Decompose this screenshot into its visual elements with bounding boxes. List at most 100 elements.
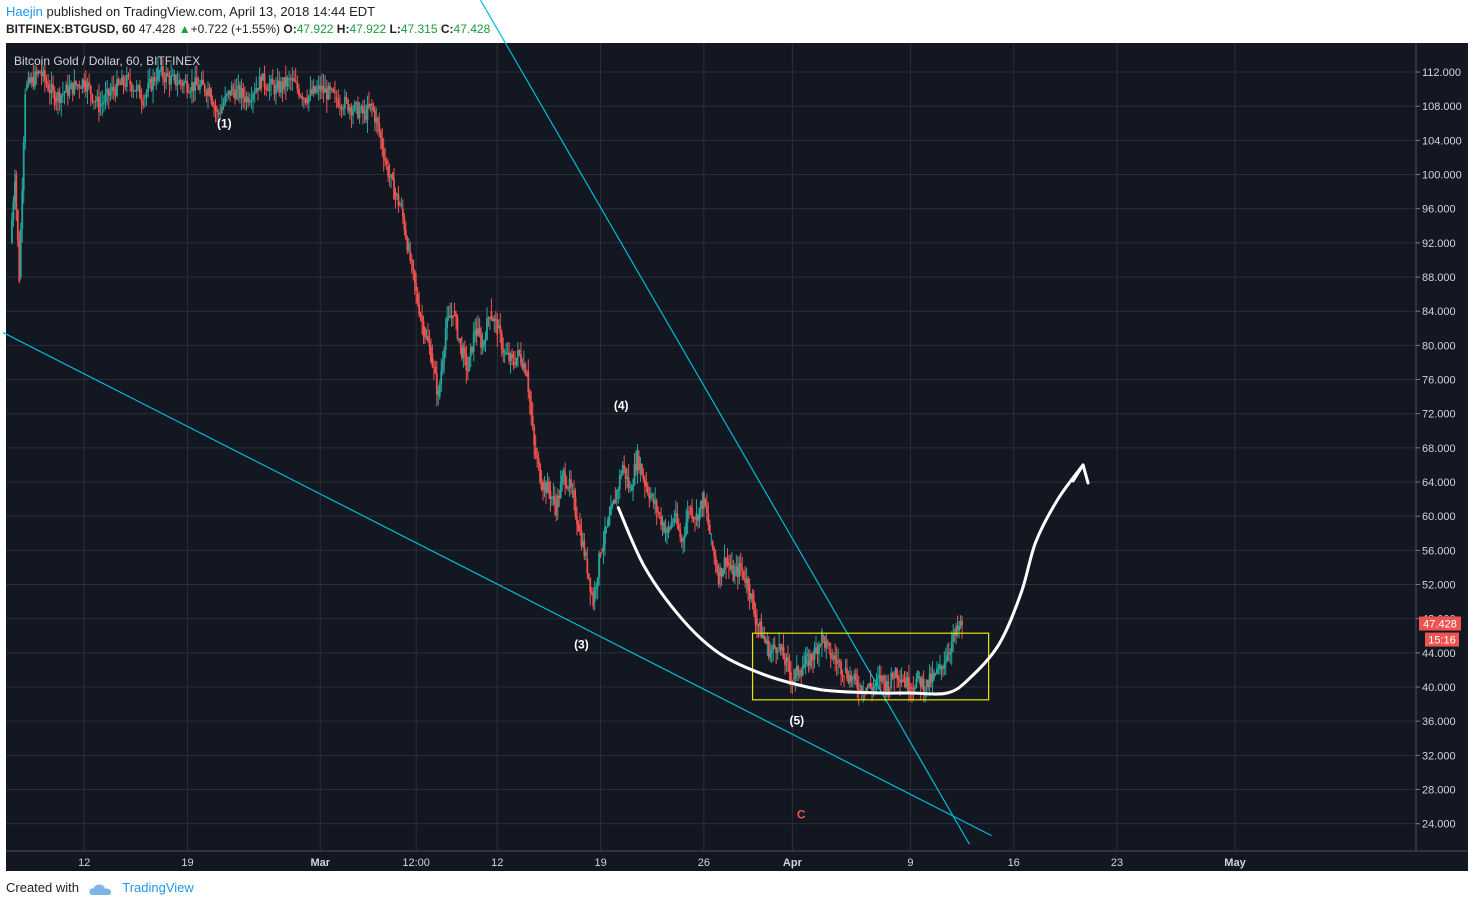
candle-body [52,84,54,91]
candle-body [208,88,211,96]
candle-body [919,676,922,688]
candle-body [487,318,490,320]
candle-body [234,90,236,99]
tradingview-cloud-icon [89,884,111,895]
candle-body [116,79,118,96]
high-label: H: [336,22,350,36]
candle-body [856,679,859,689]
candle-body [253,92,256,95]
candle-body [688,511,691,513]
candle-body [375,118,378,123]
candle-body [343,96,346,109]
candle-body [127,74,130,76]
candle-body [400,204,403,206]
candle-body [496,319,499,335]
candle-body [199,84,201,90]
x-tick-label: 23 [1111,857,1123,869]
candle-body [55,97,58,102]
candle-body [872,687,875,691]
candle-body [30,77,33,83]
candle-body [689,507,692,509]
candle-body [956,626,959,631]
candle-body [651,494,654,496]
y-tick-label: 32.000 [1422,750,1456,762]
candle-body [881,675,884,679]
candle-body [21,190,24,230]
trendline [479,0,970,845]
candle-body [629,487,631,489]
candle-body [213,105,215,107]
candle-body [841,674,844,676]
y-tick-label: 72.000 [1422,409,1456,421]
x-tick-label: 19 [181,857,193,869]
candle-body [270,78,272,85]
author-link[interactable]: Haejin [6,4,43,19]
candle-body [576,516,578,525]
candle-body [505,352,508,354]
candle-body [939,664,941,668]
candle-body [489,317,491,319]
candle-body [792,678,795,680]
low-label: L: [389,22,401,36]
candle-body [527,370,530,392]
candle-body [937,667,940,669]
candle-body [273,84,276,95]
candle-body [806,653,809,657]
candle-body [372,106,375,111]
candle-body [900,680,903,683]
candle-body [18,240,21,282]
candle-body [493,318,496,322]
candle-body [124,85,127,87]
candle-body [518,350,521,353]
candle-body [462,347,465,358]
candle-body [592,592,595,606]
y-tick-label: 68.000 [1422,443,1456,455]
candle-body [801,668,804,676]
candle-body [129,80,131,84]
candle-body [45,80,48,85]
candle-body [770,649,773,653]
publish-header: Haejin published on TradingView.com, Apr… [6,4,375,19]
candle-body [143,97,146,99]
candle-body [304,98,307,103]
candle-body [880,675,882,682]
candle-body [512,362,515,364]
candle-body [618,475,621,490]
candle-body [739,563,742,567]
candle-body [927,679,930,688]
candle-body [868,683,871,688]
candle-body [443,349,446,362]
candle-body [511,354,513,359]
candle-body [581,540,584,547]
candle-body [943,663,946,669]
candle-body [245,96,248,103]
candle-body [944,661,947,664]
candle-body [571,490,574,492]
candle-body [794,670,797,679]
candle-body [928,673,931,688]
candle-body [458,338,460,340]
candle-body [828,642,831,646]
candle-body [947,652,950,655]
candle-body [723,557,726,570]
candle-body [639,464,642,470]
candle-body [891,672,894,678]
tradingview-link[interactable]: TradingView [122,880,194,895]
candle-body [337,99,340,107]
candle-body [549,490,552,500]
candle-body [910,687,913,690]
candle-body [670,522,673,528]
candle-body [293,78,295,82]
candle-body [281,81,284,90]
candle-body [342,108,345,110]
candle-body [682,538,685,542]
candle-body [361,105,364,114]
candle-body [178,80,181,85]
candle-body [859,685,862,688]
candle-body [219,112,222,114]
y-tick-label: 28.000 [1422,785,1456,797]
candle-body [388,176,391,178]
close-label: C: [440,22,454,36]
candle-body [268,84,271,92]
